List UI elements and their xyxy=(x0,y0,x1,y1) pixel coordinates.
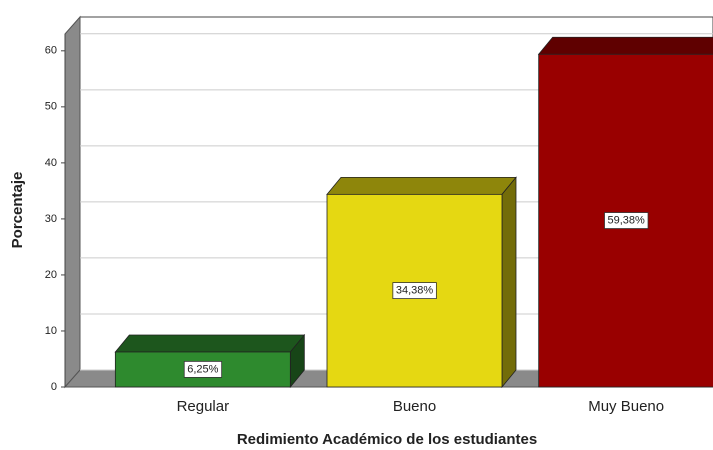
y-tick-label: 50 xyxy=(45,101,57,113)
value-label: 6,25% xyxy=(187,363,218,375)
x-tick-label: Regular xyxy=(177,398,230,415)
y-tick-label: 10 xyxy=(45,325,57,337)
value-label: 59,38% xyxy=(608,215,646,227)
bar-top xyxy=(114,334,306,353)
y-tick-label: 40 xyxy=(45,157,57,169)
bar-side xyxy=(501,176,517,389)
x-tick-label: Bueno xyxy=(393,398,436,415)
bar-top xyxy=(537,36,713,55)
value-label-box xyxy=(604,212,649,229)
y-tick-label: 30 xyxy=(45,213,57,225)
left-wall xyxy=(64,15,81,389)
x-tick-label: Muy Bueno xyxy=(588,398,664,415)
bar-top xyxy=(326,176,517,195)
value-label-box xyxy=(183,360,223,378)
y-tick-label: 60 xyxy=(45,45,57,57)
x-axis-title: Redimiento Académico de los estudiantes xyxy=(237,431,537,448)
y-tick-label: 20 xyxy=(45,269,57,281)
value-label: 34,38% xyxy=(396,285,434,297)
y-tick-label: 0 xyxy=(51,381,57,393)
y-axis-title: Porcentaje xyxy=(9,172,26,249)
value-label-box xyxy=(392,282,437,299)
